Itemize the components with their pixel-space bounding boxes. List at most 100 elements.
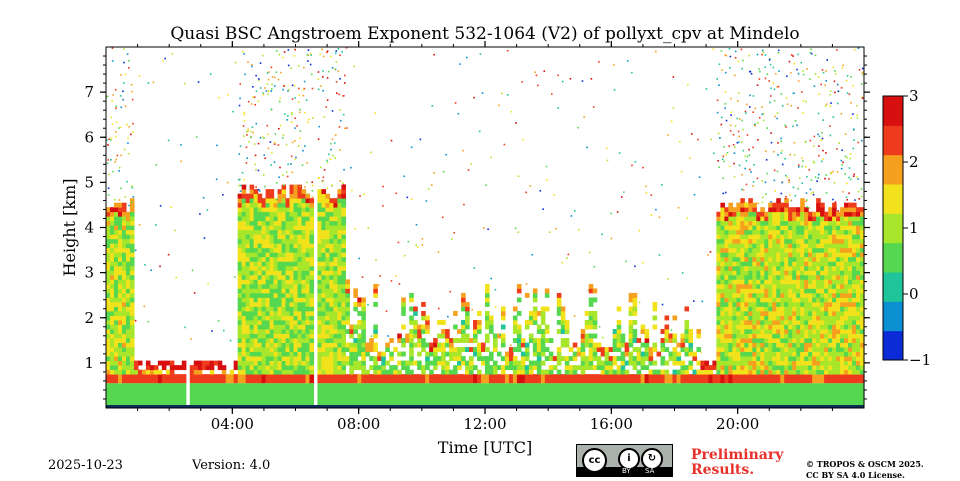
heatmap-cell: [277, 238, 283, 244]
heatmap-cell: [165, 369, 171, 375]
heatmap-cell: [117, 320, 123, 325]
heatmap-speckle: [705, 88, 708, 90]
heatmap-cell: [473, 351, 478, 357]
heatmap-cell: [109, 320, 115, 325]
heatmap-cell: [289, 216, 295, 222]
heatmap-speckle: [209, 73, 212, 76]
heatmap-cell: [265, 324, 271, 330]
heatmap-speckle: [329, 158, 332, 160]
heatmap-cell: [800, 288, 805, 294]
heatmap-cell: [305, 207, 311, 213]
heatmap-cell: [760, 306, 765, 312]
heatmap-cell: [840, 211, 845, 217]
colorbar-tick-label: 3: [909, 87, 919, 105]
heatmap-cell: [776, 238, 781, 244]
heatmap-speckle: [781, 104, 784, 107]
heatmap-cell: [752, 360, 757, 366]
heatmap-cell: [844, 338, 849, 343]
heatmap-cell: [788, 360, 793, 366]
heatmap-cell: [297, 261, 303, 267]
heatmap-cell: [772, 369, 777, 375]
heatmap-cell-marine-edge: [337, 374, 342, 384]
heatmap-cell: [445, 333, 450, 339]
heatmap-cell: [361, 297, 366, 303]
heatmap-cell: [257, 202, 263, 208]
heatmap-cell: [856, 360, 861, 366]
heatmap-cell: [257, 211, 263, 217]
heatmap-cell: [856, 342, 861, 348]
heatmap-cell: [624, 351, 630, 357]
heatmap-speckle: [598, 61, 600, 63]
heatmap-cell: [369, 356, 374, 362]
heatmap-cell: [800, 274, 805, 280]
heatmap-cell: [289, 333, 295, 339]
heatmap-speckle: [123, 82, 125, 84]
heatmap-cell-boundary-layer: [281, 383, 287, 408]
heatmap-speckle: [353, 65, 355, 68]
heatmap-speckle: [271, 83, 273, 86]
heatmap-cell-marine-edge: [564, 374, 570, 384]
heatmap-cell: [572, 342, 578, 348]
heatmap-cell-boundary-layer: [740, 383, 745, 408]
heatmap-cell: [844, 243, 849, 249]
heatmap-cell: [756, 279, 761, 285]
heatmap-cell: [580, 356, 586, 362]
heatmap-cell: [780, 207, 785, 213]
heatmap-cell: [616, 320, 622, 325]
heatmap-cell: [788, 306, 793, 312]
heatmap-cell: [193, 369, 199, 375]
heatmap-cell: [760, 297, 765, 303]
heatmap-cell: [664, 333, 670, 339]
heatmap-speckle: [131, 186, 134, 189]
heatmap-cell: [241, 184, 247, 190]
heatmap-cell: [776, 288, 781, 294]
heatmap-cell: [812, 315, 817, 321]
heatmap-cell: [724, 351, 729, 357]
heatmap-cell: [628, 342, 634, 348]
heatmap-cell: [832, 333, 837, 339]
heatmap-cell: [788, 234, 793, 240]
heatmap-cell: [357, 333, 362, 339]
heatmap-cell: [804, 333, 809, 339]
heatmap-cell: [269, 220, 275, 226]
heatmap-cell: [728, 207, 733, 213]
heatmap-cell: [632, 301, 638, 307]
heatmap-cell: [277, 270, 283, 276]
heatmap-cell-boundary-layer: [413, 383, 418, 408]
heatmap-cell: [341, 184, 346, 190]
heatmap-cell: [760, 279, 765, 285]
heatmap-cell: [788, 369, 793, 375]
heatmap-cell-boundary-layer: [477, 383, 482, 408]
heatmap-speckle: [769, 101, 771, 104]
heatmap-cell: [329, 220, 334, 226]
heatmap-cell: [305, 310, 311, 316]
heatmap-cell: [812, 216, 817, 222]
heatmap-speckle: [107, 194, 110, 196]
heatmap-cell: [485, 365, 490, 371]
heatmap-cell: [249, 274, 255, 280]
heatmap-cell: [317, 369, 323, 375]
heatmap-cell: [732, 225, 737, 231]
heatmap-speckle: [290, 163, 292, 165]
heatmap-cell: [664, 347, 670, 352]
heatmap-cell: [129, 342, 135, 348]
heatmap-cell: [816, 243, 821, 249]
heatmap-cell: [321, 207, 327, 213]
heatmap-cell: [812, 225, 817, 231]
heatmap-cell: [656, 351, 662, 357]
heatmap-cell: [361, 324, 366, 330]
heatmap-cell: [660, 329, 666, 334]
heatmap-cell: [337, 279, 342, 285]
heatmap-cell: [832, 279, 837, 285]
heatmap-cell: [253, 342, 259, 348]
heatmap-speckle: [309, 52, 312, 55]
heatmap-cell: [844, 270, 849, 276]
heatmap-cell: [249, 288, 255, 294]
heatmap-cell: [844, 252, 849, 258]
heatmap-cell: [269, 283, 275, 289]
heatmap-cell: [241, 369, 247, 375]
heatmap-cell: [716, 351, 721, 357]
heatmap-cell-boundary-layer: [449, 383, 454, 408]
heatmap-cell: [556, 360, 562, 366]
heatmap-cell: [253, 333, 259, 339]
